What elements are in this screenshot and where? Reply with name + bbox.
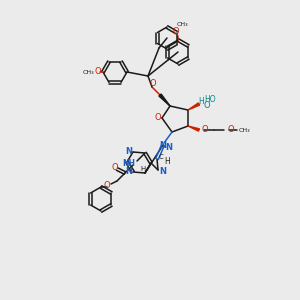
Text: N: N (125, 148, 133, 157)
Text: O: O (155, 112, 161, 122)
Text: N: N (160, 140, 167, 149)
Text: NH: NH (122, 158, 135, 167)
Text: CH₃: CH₃ (239, 128, 250, 133)
Text: C: C (159, 154, 164, 160)
Text: N: N (160, 167, 167, 176)
Text: O: O (104, 181, 110, 190)
Text: N: N (166, 143, 172, 152)
Text: O: O (95, 68, 101, 76)
Text: O: O (227, 125, 234, 134)
Text: HO: HO (204, 95, 216, 104)
Text: H: H (140, 166, 146, 172)
Text: H: H (198, 97, 204, 106)
Text: N: N (125, 167, 133, 176)
Text: CH₃: CH₃ (82, 70, 94, 74)
Text: O: O (204, 100, 210, 109)
Text: O: O (112, 163, 118, 172)
Text: O: O (150, 80, 156, 88)
Polygon shape (159, 94, 170, 106)
Polygon shape (188, 103, 200, 110)
Polygon shape (188, 126, 200, 131)
Text: O: O (173, 26, 179, 35)
Text: O: O (202, 125, 208, 134)
Text: CH₃: CH₃ (176, 22, 188, 28)
Text: H: H (164, 157, 170, 166)
